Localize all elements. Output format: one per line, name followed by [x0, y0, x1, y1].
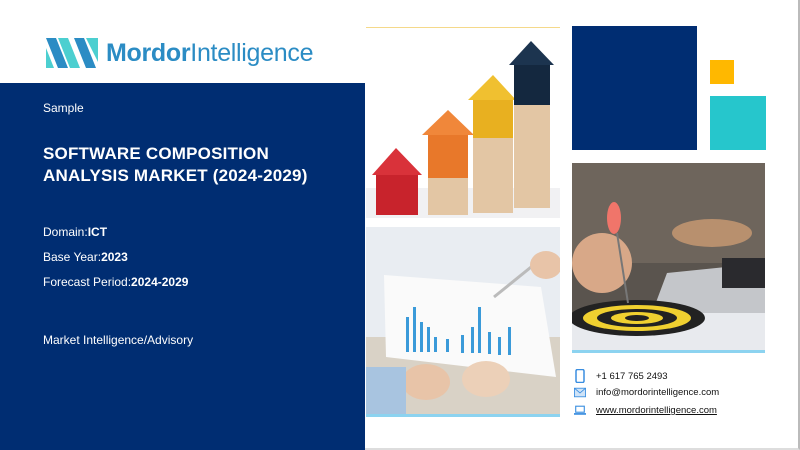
category-label: Market Intelligence/Advisory — [43, 333, 194, 347]
base-year-label: Base Year: — [43, 250, 102, 264]
domain-value: ICT — [87, 225, 108, 239]
phone-icon — [575, 369, 585, 383]
phone-number: +1 617 765 2493 — [596, 370, 668, 382]
forecast-label: Forecast Period: — [43, 275, 132, 289]
yellow-accent-square — [710, 60, 734, 84]
title-line-2: ANALYSIS MARKET (2024-2029) — [43, 166, 308, 185]
mail-icon — [574, 387, 586, 398]
title-line-1: SOFTWARE COMPOSITION — [43, 144, 269, 163]
base-year-row: Base Year:2023 — [43, 250, 128, 264]
forecast-row: Forecast Period:2024-2029 — [43, 275, 188, 289]
teal-accent-square — [710, 96, 766, 150]
contact-phone: +1 617 765 2493 — [574, 369, 668, 383]
brand-logo: MordorIntelligence — [46, 38, 313, 68]
contact-email: info@mordorintelligence.com — [574, 387, 719, 398]
brand-name-bold: Mordor — [106, 38, 191, 67]
navy-accent-square — [572, 26, 697, 150]
growth-blocks-photo — [366, 27, 560, 218]
mordor-logo-icon — [46, 38, 98, 68]
brand-name-regular: Intelligence — [190, 38, 314, 67]
analytics-chart-photo — [366, 227, 560, 417]
brand-name: MordorIntelligence — [106, 39, 313, 68]
report-title: SOFTWARE COMPOSITION ANALYSIS MARKET (20… — [43, 143, 308, 187]
base-year-value: 2023 — [101, 250, 128, 264]
website-link[interactable]: www.mordorintelligence.com — [596, 405, 717, 416]
domain-row: Domain:ICT — [43, 225, 107, 239]
report-info-panel: Sample SOFTWARE COMPOSITION ANALYSIS MAR… — [0, 83, 365, 450]
forecast-value: 2024-2029 — [131, 275, 189, 289]
sample-label: Sample — [43, 101, 84, 115]
email-link[interactable]: info@mordorintelligence.com — [596, 387, 720, 398]
dart-target-photo — [572, 163, 765, 353]
domain-label: Domain: — [43, 225, 88, 239]
contact-website: www.mordorintelligence.com — [574, 405, 717, 416]
laptop-icon — [574, 405, 586, 415]
